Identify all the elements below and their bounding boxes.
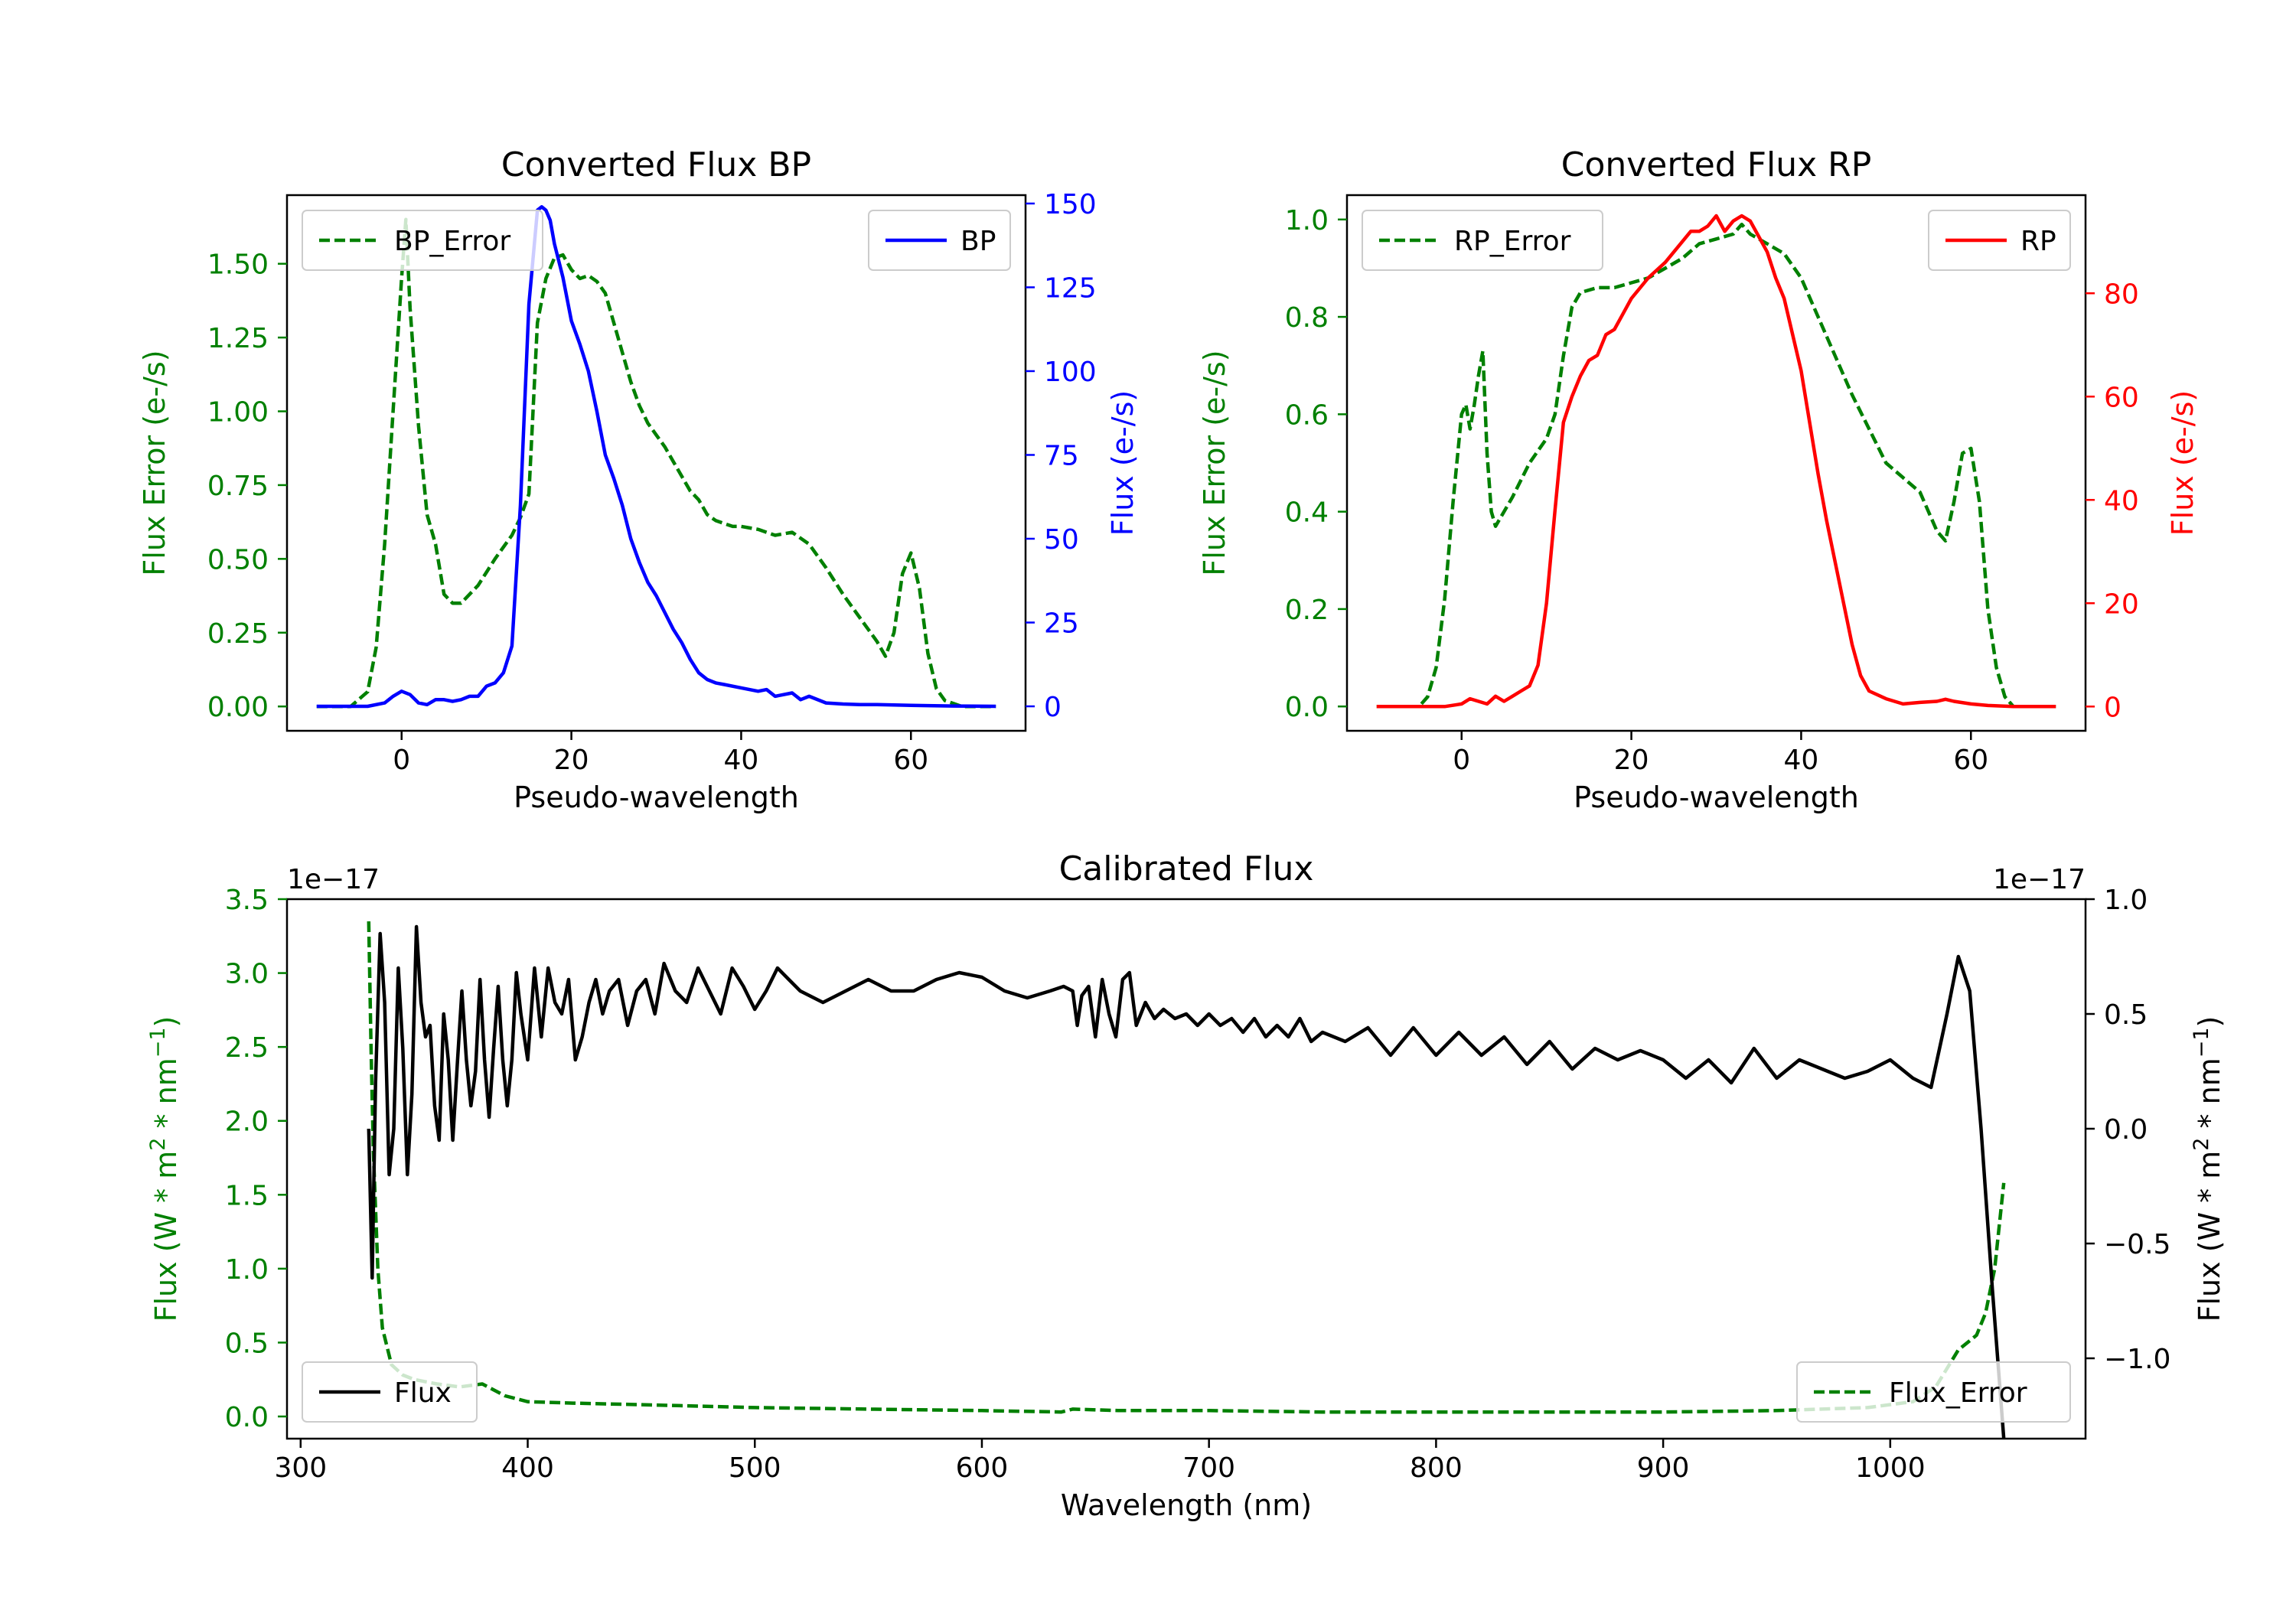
x-tick-label: 700 [1182,1452,1235,1484]
right-y-tick-label: 25 [1044,608,1079,640]
x-tick-label: 900 [1637,1452,1690,1484]
series-line-rp-error [1376,222,2056,709]
left-y-tick-label: 3.0 [225,959,269,990]
left-y-tick-label: 1.00 [207,397,269,429]
legend-label: Flux_Error [1889,1377,2027,1409]
x-axis-label: Wavelength (nm) [1061,1488,1312,1522]
legend-flux-error: Flux_Error [1796,1361,2071,1423]
charts-layer: BP_Error BP0 20 40 60Pseudo-wavelength0.000.… [138,145,2226,1522]
x-tick-label: 40 [1784,745,1819,776]
right-y-axis-label: Flux (e-/s) [2166,390,2200,536]
x-axis-label: Pseudo-wavelength [514,781,799,814]
left-y-tick-label: 0.5 [225,1328,269,1359]
plot-frame [285,194,1027,732]
left-y-axis-label: Flux Error (e-/s) [1198,350,1231,575]
left-y-tick-label: 0.8 [1285,302,1329,334]
legend-bp-error: BP_Error [302,210,543,271]
right-y-tick-label: 0.5 [2104,999,2148,1031]
right-y-tick-label: 0.0 [2104,1114,2148,1146]
left-y-tick-label: 0.75 [207,471,269,502]
left-y-axis-label: Flux (W * m2 * nm−1) [146,1016,184,1322]
x-tick-label: 20 [1614,745,1649,776]
left-y-tick-label: 1.0 [1285,205,1329,236]
right-y-tick-label: 20 [2104,588,2139,620]
plot-frame [1345,194,2087,732]
legend-flux: Flux [302,1361,478,1423]
left-y-tick-label: 2.5 [225,1032,269,1064]
left-y-tick-label: 0.2 [1285,595,1329,626]
chart-rp: RP_Error RP 0 20 40 60 Pseudo-wavelength 0.0 0.2… [1198,145,2200,814]
chart-title: Converted Flux BP [501,145,811,184]
series-line-flux-error [367,921,2006,1414]
legend-label: Flux [394,1377,452,1409]
left-y-tick-label: 0.00 [207,692,269,723]
chart-bp: BP_Error BP 0 20 40 60 Pseudo-wavelength 0.00 0.… [138,145,1140,814]
legend-bp: BP [868,210,1011,271]
legend-label: RP [2020,226,2056,257]
legend-box [1362,210,1603,271]
left-y-tick-label: 1.5 [225,1180,269,1211]
left-y-tick-label: 0.0 [225,1402,269,1433]
right-y-tick-label: 125 [1044,272,1097,304]
left-y-tick-label: 0.25 [207,618,269,650]
legend-label: RP_Error [1454,226,1571,257]
left-y-tick-label: 2.0 [225,1107,269,1138]
series-line-bp-error [316,217,996,709]
right-y-tick-label: 100 [1044,357,1097,388]
x-tick-label: 60 [893,745,928,776]
right-y-tick-label: 75 [1044,440,1079,471]
left-y-tick-label: 0.4 [1285,497,1329,529]
chart-title: Converted Flux RP [1561,145,1872,184]
right-y-tick-label: 40 [2104,485,2139,517]
right-y-axis-label: Flux (W * m2 * nm−1) [2190,1016,2227,1322]
x-tick-label: 800 [1410,1452,1463,1484]
x-tick-label: 20 [554,745,589,776]
legend-label: BP [960,226,996,257]
right-y-tick-label: −0.5 [2104,1229,2170,1260]
legend-label: BP_Error [394,226,510,257]
right-y-tick-label: 0 [2104,692,2122,723]
left-y-tick-label: 0.6 [1285,399,1329,431]
left-y-tick-label: 0.50 [207,544,269,575]
legend-box [302,1361,478,1423]
x-tick-label: 0 [1453,745,1470,776]
x-tick-label: 300 [274,1452,327,1484]
x-tick-label: 500 [729,1452,781,1484]
x-tick-label: 400 [501,1452,554,1484]
plot-frame [285,898,2087,1440]
right-y-tick-label: 1.0 [2104,885,2148,916]
right-y-tick-label: 0 [1044,692,1062,723]
right-y-tick-label: 50 [1044,524,1079,556]
series-line-rp [1376,214,2056,709]
left-y-tick-label: 1.50 [207,249,269,281]
legend-box [1796,1361,2071,1423]
chart-title: Calibrated Flux [1059,849,1314,888]
right-y-tick-label: 80 [2104,279,2139,310]
x-tick-label: 1000 [1855,1452,1926,1484]
legend-rp-error: RP_Error [1362,210,1603,271]
legend-box [302,210,543,271]
right-y-tick-label: 150 [1044,189,1097,220]
series-line-bp [316,205,996,709]
left-y-tick-label: 1.25 [207,323,269,354]
legend-rp: RP [1928,210,2071,271]
x-tick-label: 40 [724,745,759,776]
left-y-tick-label: 1.0 [225,1254,269,1286]
left-y-axis-label: Flux Error (e-/s) [138,350,171,575]
left-y-tick-label: 3.5 [225,885,269,916]
left-y-tick-label: 0.0 [1285,692,1329,723]
right-y-tick-label: −1.0 [2104,1344,2170,1375]
chart-cal: Flux Flux_Error 300 400 500 600 700 800 900 1000 W… [146,849,2227,1522]
x-tick-label: 0 [393,745,410,776]
right-y-tick-label: 60 [2104,382,2139,413]
x-tick-label: 60 [1953,745,1988,776]
right-axis-offset-label: 1e−17 [1993,864,2086,895]
x-tick-label: 600 [956,1452,1009,1484]
series-line-flux [367,924,2006,1439]
x-axis-label: Pseudo-wavelength [1574,781,1859,814]
right-y-axis-label: Flux (e-/s) [1106,390,1140,536]
left-axis-offset-label: 1e−17 [287,864,380,895]
